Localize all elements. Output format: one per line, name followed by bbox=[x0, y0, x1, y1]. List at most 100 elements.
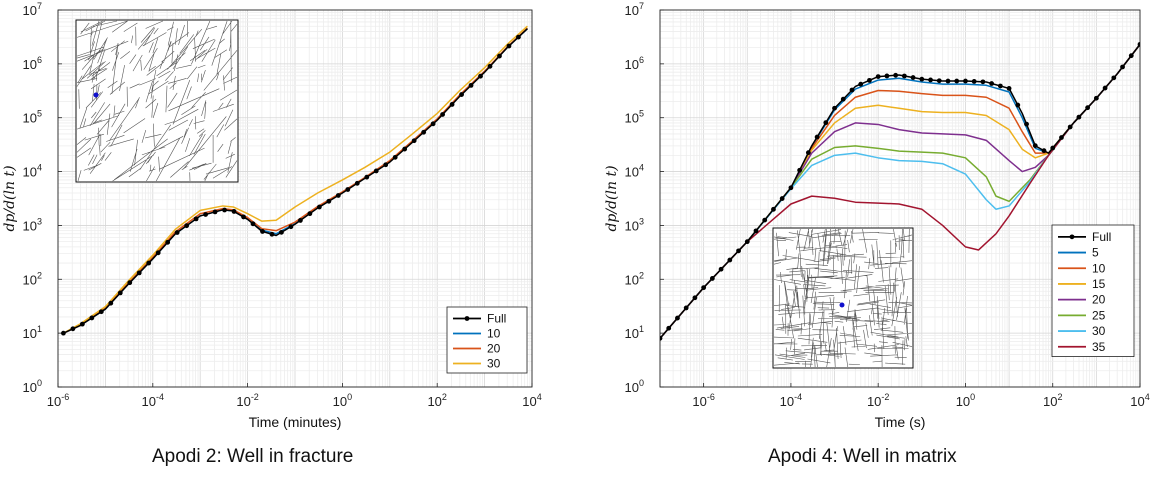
marker-Full bbox=[146, 260, 152, 266]
marker-Full bbox=[1059, 135, 1064, 140]
marker-Full bbox=[326, 198, 332, 204]
marker-Full bbox=[269, 231, 275, 237]
marker-Full bbox=[832, 105, 837, 111]
marker-Full bbox=[989, 81, 995, 86]
marker-Full bbox=[675, 315, 680, 321]
marker-Full bbox=[919, 76, 925, 82]
marker-Full bbox=[849, 87, 855, 93]
marker-Full bbox=[79, 321, 85, 327]
marker-Full bbox=[727, 257, 733, 263]
legend-frame bbox=[1051, 224, 1135, 358]
marker-Full bbox=[771, 206, 776, 212]
marker-Full bbox=[945, 78, 951, 84]
marker-Full bbox=[893, 72, 899, 78]
y-tick-label: 101 bbox=[625, 324, 644, 341]
caption-left: Apodi 2: Well in fracture bbox=[152, 446, 354, 467]
inset-fracture-map bbox=[75, 19, 239, 183]
marker-Full bbox=[165, 239, 171, 245]
series-line-20 bbox=[63, 27, 528, 334]
marker-Full bbox=[867, 77, 872, 83]
marker-Full bbox=[701, 285, 707, 291]
marker-Full bbox=[449, 102, 455, 107]
legend-label: Full bbox=[1092, 230, 1111, 244]
marker-Full bbox=[468, 82, 474, 88]
marker-Full bbox=[997, 83, 1003, 89]
marker-Full bbox=[316, 204, 322, 210]
marker-Full bbox=[193, 216, 199, 222]
marker-Full bbox=[936, 78, 942, 84]
marker-Full bbox=[364, 174, 370, 180]
marker-Full bbox=[307, 211, 313, 217]
marker-Full bbox=[1128, 53, 1134, 59]
marker-Full bbox=[497, 53, 502, 59]
marker-Full bbox=[963, 78, 968, 84]
marker-Full bbox=[421, 129, 427, 135]
marker-Full bbox=[1085, 105, 1091, 111]
marker-Full bbox=[108, 300, 114, 306]
marker-Full bbox=[231, 209, 237, 214]
x-tick-label: 10-2 bbox=[867, 392, 889, 409]
y-tick-label: 105 bbox=[23, 109, 42, 126]
series-group bbox=[660, 41, 1140, 341]
legend-label: 25 bbox=[1092, 308, 1106, 322]
marker-Full bbox=[250, 221, 256, 227]
y-tick-label: 101 bbox=[23, 324, 42, 341]
marker-Full bbox=[1067, 124, 1073, 130]
inset-frame bbox=[75, 19, 239, 183]
marker-Full bbox=[279, 229, 284, 235]
marker-Full bbox=[241, 214, 246, 220]
marker-Full bbox=[1076, 114, 1082, 120]
x-tick-label: 100 bbox=[333, 392, 352, 409]
marker-Full bbox=[516, 34, 521, 40]
marker-Full bbox=[954, 78, 960, 84]
y-axis-label: dp/d(ln t) bbox=[604, 165, 620, 231]
marker-Full bbox=[212, 209, 218, 215]
x-axis-label: Time (minutes) bbox=[249, 414, 342, 430]
marker-Full bbox=[718, 266, 724, 272]
x-tick-label: 10-4 bbox=[780, 392, 802, 409]
marker-Full bbox=[335, 193, 341, 198]
inset-fracture-map bbox=[772, 227, 914, 369]
legend-label: 35 bbox=[1092, 340, 1106, 354]
marker-Full bbox=[1137, 41, 1140, 47]
left-chart: 10-6 10-4 10-2 100 102 104 100 101 102 103 104 105 1… bbox=[2, 1, 542, 430]
x-tick-label: 10-4 bbox=[142, 392, 164, 409]
marker-Full bbox=[487, 63, 493, 69]
marker-Full bbox=[383, 162, 389, 168]
plot-frame bbox=[659, 9, 1141, 388]
marker-Full bbox=[660, 335, 663, 341]
marker-Full bbox=[980, 79, 986, 85]
marker-Full bbox=[411, 138, 417, 144]
x-tick-label: 100 bbox=[956, 392, 975, 409]
x-axis-label: Time (s) bbox=[875, 414, 926, 430]
legend-label: 10 bbox=[1092, 261, 1106, 275]
marker-Full bbox=[762, 217, 768, 223]
marker-Full bbox=[1111, 75, 1117, 81]
y-tick-label: 107 bbox=[625, 1, 644, 18]
inset-well-marker bbox=[93, 92, 99, 98]
legend-label: 30 bbox=[1092, 324, 1106, 338]
marker-Full bbox=[901, 73, 907, 79]
legend-label: 15 bbox=[1092, 277, 1106, 291]
x-tick-label: 104 bbox=[1130, 392, 1149, 409]
marker-Full bbox=[260, 229, 265, 234]
marker-Full bbox=[805, 150, 811, 156]
x-tick-label: 102 bbox=[427, 392, 446, 409]
series-line-30 bbox=[63, 25, 528, 334]
legend-label: Full bbox=[487, 312, 506, 326]
marker-Full bbox=[840, 96, 846, 102]
series-line-Full bbox=[660, 43, 1140, 339]
marker-Full bbox=[174, 230, 180, 235]
y-tick-label: 100 bbox=[23, 378, 42, 395]
legend-label: 10 bbox=[487, 327, 501, 341]
marker-Full bbox=[117, 290, 123, 296]
marker-Full bbox=[354, 180, 360, 186]
marker-Full bbox=[814, 134, 820, 140]
marker-Full bbox=[971, 79, 977, 84]
marker-Full bbox=[402, 146, 408, 152]
marker-Full bbox=[345, 187, 351, 192]
marker-Full bbox=[666, 325, 672, 331]
legend-label: 20 bbox=[1092, 293, 1106, 307]
marker-Full bbox=[506, 43, 512, 49]
